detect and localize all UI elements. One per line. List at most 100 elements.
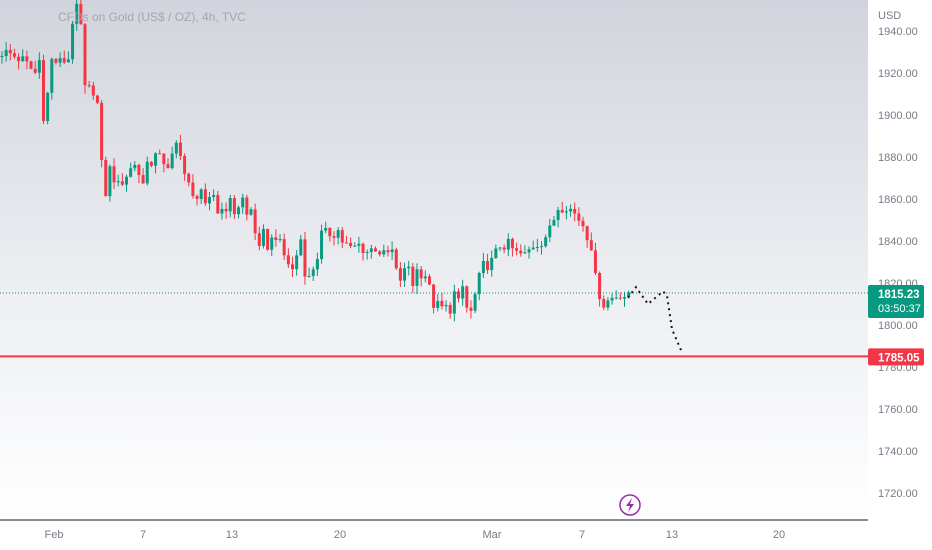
candle-body — [394, 249, 398, 269]
candle-body — [17, 56, 21, 62]
candle-body — [332, 236, 336, 238]
candle-body — [481, 260, 485, 273]
lightning-icon[interactable] — [619, 494, 641, 516]
candle-body — [95, 95, 99, 103]
candle-body — [166, 164, 170, 169]
level-tag-value: 1785.05 — [878, 352, 920, 364]
candle-body — [585, 226, 589, 241]
candle-body — [307, 275, 311, 277]
candle-body — [54, 58, 58, 63]
candle-body — [618, 297, 622, 299]
candle-body — [606, 300, 610, 308]
candle-body — [257, 233, 261, 246]
candle-body — [303, 239, 307, 277]
candle-body — [552, 220, 556, 226]
candle-body — [569, 208, 573, 212]
candle-body — [286, 255, 290, 265]
candle-body — [83, 24, 87, 86]
candle-body — [21, 56, 25, 62]
candle-body — [469, 307, 473, 311]
time-tick-label: Feb — [45, 529, 64, 541]
candle-body — [320, 230, 324, 260]
candle-body — [589, 240, 593, 251]
price-tick-label: 1760.00 — [878, 404, 918, 416]
candle-body — [237, 207, 241, 215]
candle-body — [224, 208, 228, 212]
candle-body — [411, 266, 415, 286]
time-axis[interactable]: Feb 7 13 20 Mar 7 13 20 — [45, 529, 786, 541]
candle-body — [627, 292, 631, 298]
candle-body — [544, 237, 548, 247]
candle-body — [112, 166, 116, 183]
candle-body — [374, 248, 377, 252]
candle-body — [378, 251, 382, 255]
level-tag-box — [868, 348, 924, 366]
candle-body — [216, 195, 220, 214]
plot-background — [0, 0, 868, 520]
candle-body — [444, 304, 448, 307]
candle-body — [407, 266, 411, 269]
price-tag-box — [868, 285, 924, 319]
candle-body — [340, 230, 344, 243]
candle-body — [315, 259, 319, 270]
candle-body — [311, 269, 315, 276]
candle-body — [133, 164, 137, 169]
candle-body — [46, 92, 50, 122]
candle-body — [349, 242, 353, 247]
candle-body — [465, 286, 469, 308]
candle-body — [91, 85, 95, 96]
time-tick-label: 7 — [579, 529, 585, 541]
price-axis[interactable]: 1720.001740.001760.001780.001800.001820.… — [878, 26, 918, 500]
candle-body — [486, 260, 490, 271]
candle-body — [232, 198, 236, 215]
candle-body — [162, 153, 166, 165]
candle-body — [79, 3, 83, 25]
candle-body — [241, 197, 245, 208]
candle-body — [440, 300, 444, 307]
candle-body — [149, 161, 153, 166]
candle-body — [490, 257, 494, 271]
candle-body — [274, 237, 278, 240]
price-tick-label: 1840.00 — [878, 236, 918, 248]
candle-body — [137, 164, 141, 176]
candle-body — [195, 195, 199, 199]
candle-body — [515, 248, 519, 251]
candle-body — [104, 159, 108, 197]
candle-body — [295, 255, 299, 270]
price-tag-countdown: 03:50:37 — [878, 303, 921, 315]
currency-label: USD — [878, 10, 901, 22]
candle-body — [266, 228, 270, 250]
price-tick-label: 1920.00 — [878, 68, 918, 80]
candle-body — [540, 246, 543, 248]
candle-body — [436, 300, 440, 308]
candle-body — [386, 250, 390, 253]
candle-body — [187, 173, 191, 183]
price-tick-label: 1740.00 — [878, 446, 918, 458]
candle-body — [336, 230, 340, 238]
candle-body — [448, 304, 452, 314]
candle-body — [199, 189, 203, 199]
candle-body — [71, 23, 75, 60]
candle-body — [527, 249, 531, 253]
candle-body — [531, 247, 535, 250]
candle-body — [66, 59, 70, 63]
candle-body — [125, 176, 128, 185]
price-tick-label: 1940.00 — [878, 26, 918, 38]
candle-body — [593, 250, 597, 273]
candle-body — [510, 238, 514, 249]
candle-body — [50, 58, 54, 93]
candle-body — [623, 297, 626, 299]
candle-body — [452, 291, 456, 314]
candle-body — [208, 197, 211, 204]
candle-body — [498, 247, 502, 249]
candle-body — [282, 239, 286, 256]
candle-body — [502, 247, 506, 250]
candle-body — [37, 60, 41, 73]
candle-body — [191, 182, 195, 196]
candle-body — [369, 248, 373, 253]
candle-body — [245, 197, 249, 215]
candle-body — [365, 252, 369, 254]
price-tick-label: 1880.00 — [878, 152, 918, 164]
